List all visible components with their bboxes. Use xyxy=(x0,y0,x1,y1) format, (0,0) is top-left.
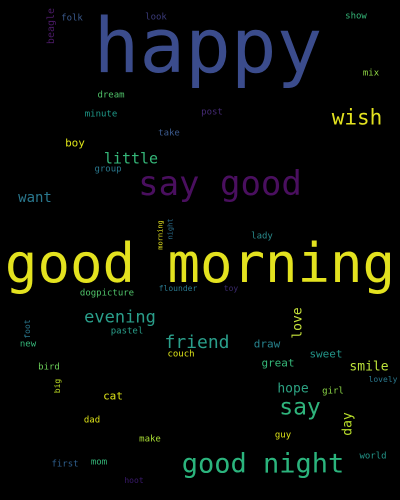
word-look: look xyxy=(145,12,167,23)
word-day: day xyxy=(340,412,356,436)
word-group: group xyxy=(94,164,122,175)
word-dream: dream xyxy=(97,90,125,101)
word-wish: wish xyxy=(331,105,383,130)
word-say: say xyxy=(279,394,321,421)
word-guy: guy xyxy=(274,430,292,441)
word-boy: boy xyxy=(65,136,85,150)
word-want: want xyxy=(18,190,52,206)
word-take: take xyxy=(158,128,180,139)
word-sweet: sweet xyxy=(309,347,343,361)
word-mix: mix xyxy=(362,68,380,79)
word-beagle: beagle xyxy=(46,7,57,45)
word-smile: smile xyxy=(349,359,389,375)
word-folk: folk xyxy=(61,13,83,24)
word-evening: evening xyxy=(84,307,156,328)
word-girl: girl xyxy=(322,386,344,397)
word-cat: cat xyxy=(103,389,123,403)
word-couch: couch xyxy=(167,349,195,360)
word-make: make xyxy=(139,434,161,445)
word-morning: morning xyxy=(156,220,165,250)
word-flounder: flounder xyxy=(158,284,198,293)
word-world: world xyxy=(359,451,387,462)
word-pastel: pastel xyxy=(110,326,144,337)
word-post: post xyxy=(201,107,223,118)
word-new: new xyxy=(19,339,37,350)
word-love: love xyxy=(290,307,306,339)
word-toy: toy xyxy=(223,284,239,293)
word-hope: hope xyxy=(277,381,309,397)
word-foot: foot xyxy=(23,319,32,339)
word-great: great xyxy=(261,356,295,370)
word-show: show xyxy=(345,11,367,22)
word-good-night: good night xyxy=(181,448,345,480)
word-lovely: lovely xyxy=(368,375,398,384)
word-say-good: say good xyxy=(138,164,302,204)
word-little: little xyxy=(103,149,159,168)
word-hoot: hoot xyxy=(124,476,144,485)
word-big: big xyxy=(53,378,62,394)
word-night: night xyxy=(166,218,175,240)
word-first: first xyxy=(51,459,79,470)
word-bird: bird xyxy=(38,362,60,373)
word-minute: minute xyxy=(84,109,118,120)
word-dad: dad xyxy=(83,415,101,426)
word-draw: draw xyxy=(253,337,281,351)
word-happy: happy xyxy=(93,1,323,90)
word-dogpicture: dogpicture xyxy=(79,288,135,299)
word-good-morning: good morning xyxy=(4,232,396,295)
word-lady: lady xyxy=(251,231,273,242)
word-mom: mom xyxy=(90,457,108,468)
word-friend: friend xyxy=(164,332,230,353)
